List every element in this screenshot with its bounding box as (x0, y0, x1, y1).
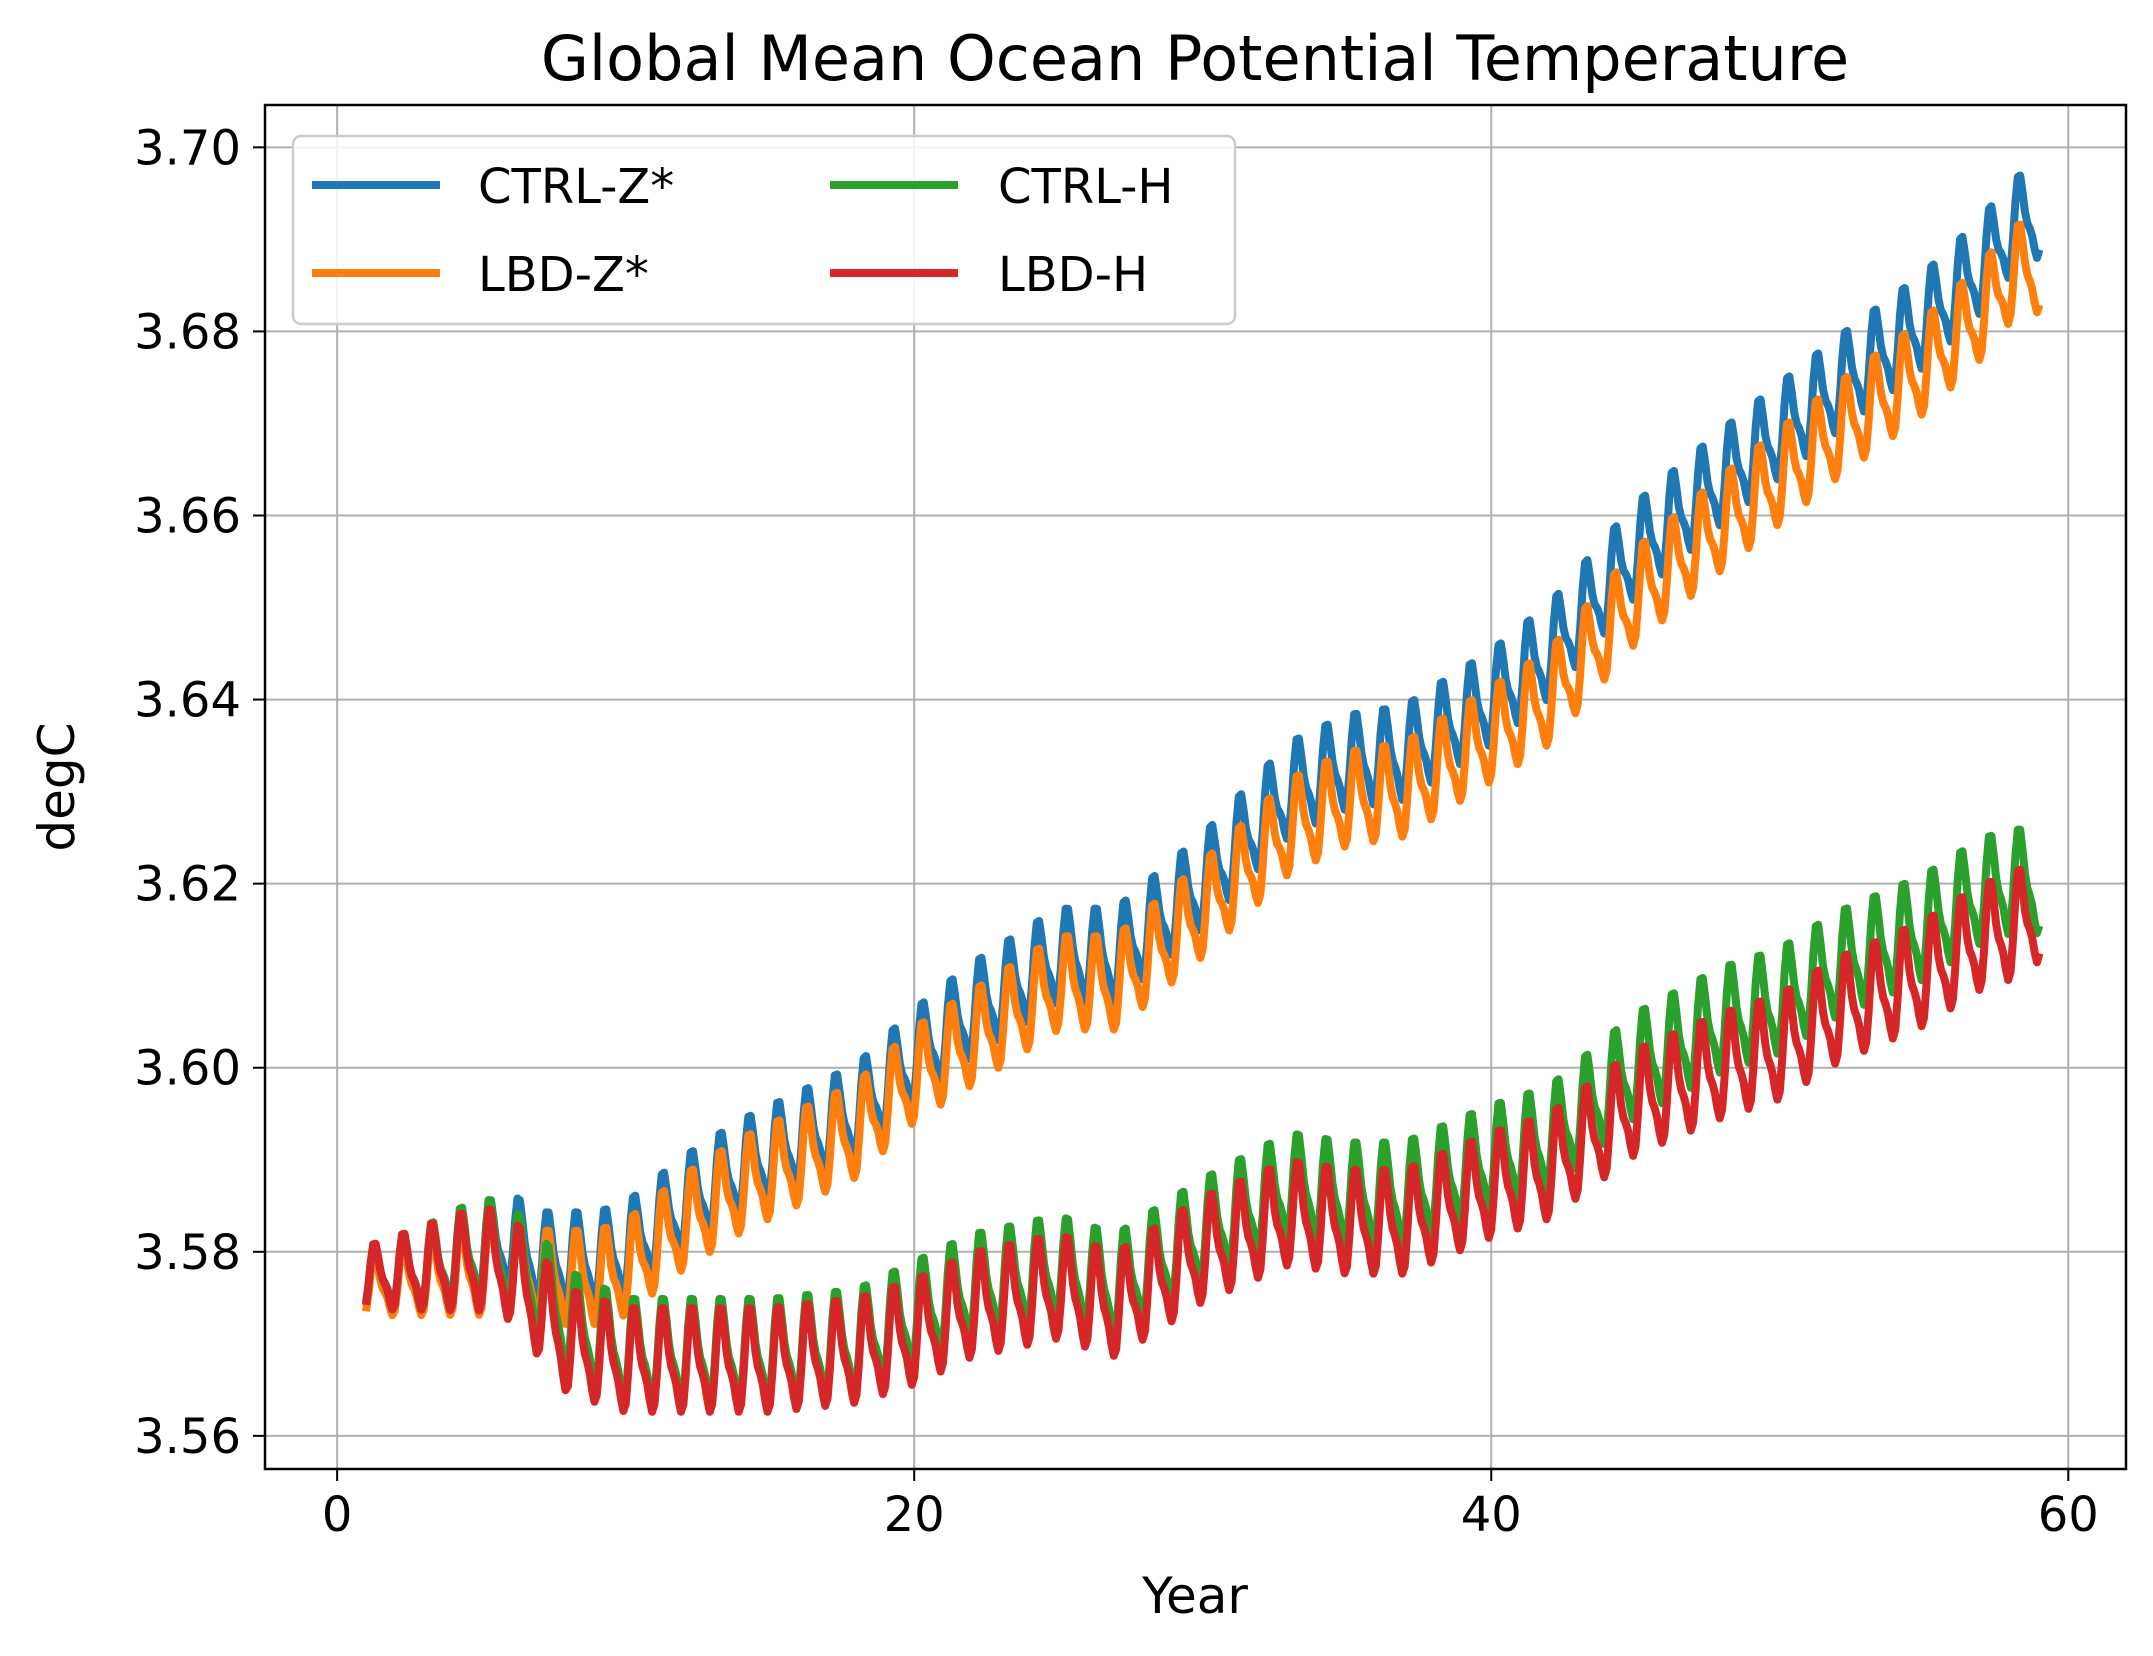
legend-label-lbd-z: LBD-Z* (478, 247, 649, 303)
y-tick-label: 3.60 (134, 1041, 241, 1097)
y-tick-label: 3.68 (134, 304, 241, 360)
y-axis-label: degC (28, 722, 86, 851)
x-tick-label: 60 (2038, 1487, 2099, 1543)
legend-box (291, 134, 1237, 326)
legend-label-ctrl-h: CTRL-H (998, 159, 1174, 215)
x-tick-label: 20 (884, 1487, 945, 1543)
series-line (362, 865, 2044, 1416)
series-layer (362, 171, 2044, 1416)
grid-lines (265, 105, 2126, 1469)
y-tick-label: 3.58 (134, 1225, 241, 1281)
series-line (362, 220, 2044, 1328)
x-tick-label: 40 (1461, 1487, 1522, 1543)
y-tick-label: 3.66 (134, 488, 241, 544)
y-tick-label: 3.64 (134, 673, 241, 729)
chart-title: Global Mean Ocean Potential Temperature (541, 22, 1849, 95)
legend: CTRL-Z* LBD-Z* CTRL-H LBD-H (291, 134, 1237, 326)
y-tick-label: 3.62 (134, 857, 241, 913)
x-axis-label: Year (1141, 1567, 1248, 1625)
legend-label-lbd-h: LBD-H (998, 247, 1148, 303)
plot-frame (263, 103, 2128, 1471)
axis-ticks: 0 20 40 60 3.56 3.58 3.60 3.62 3.64 3.66 3.68 3.70 (134, 120, 2099, 1543)
x-tick-label: 0 (322, 1487, 353, 1543)
y-tick-label: 3.56 (134, 1409, 241, 1465)
y-tick-label: 3.70 (134, 120, 241, 176)
legend-label-ctrl-z: CTRL-Z* (478, 159, 674, 215)
